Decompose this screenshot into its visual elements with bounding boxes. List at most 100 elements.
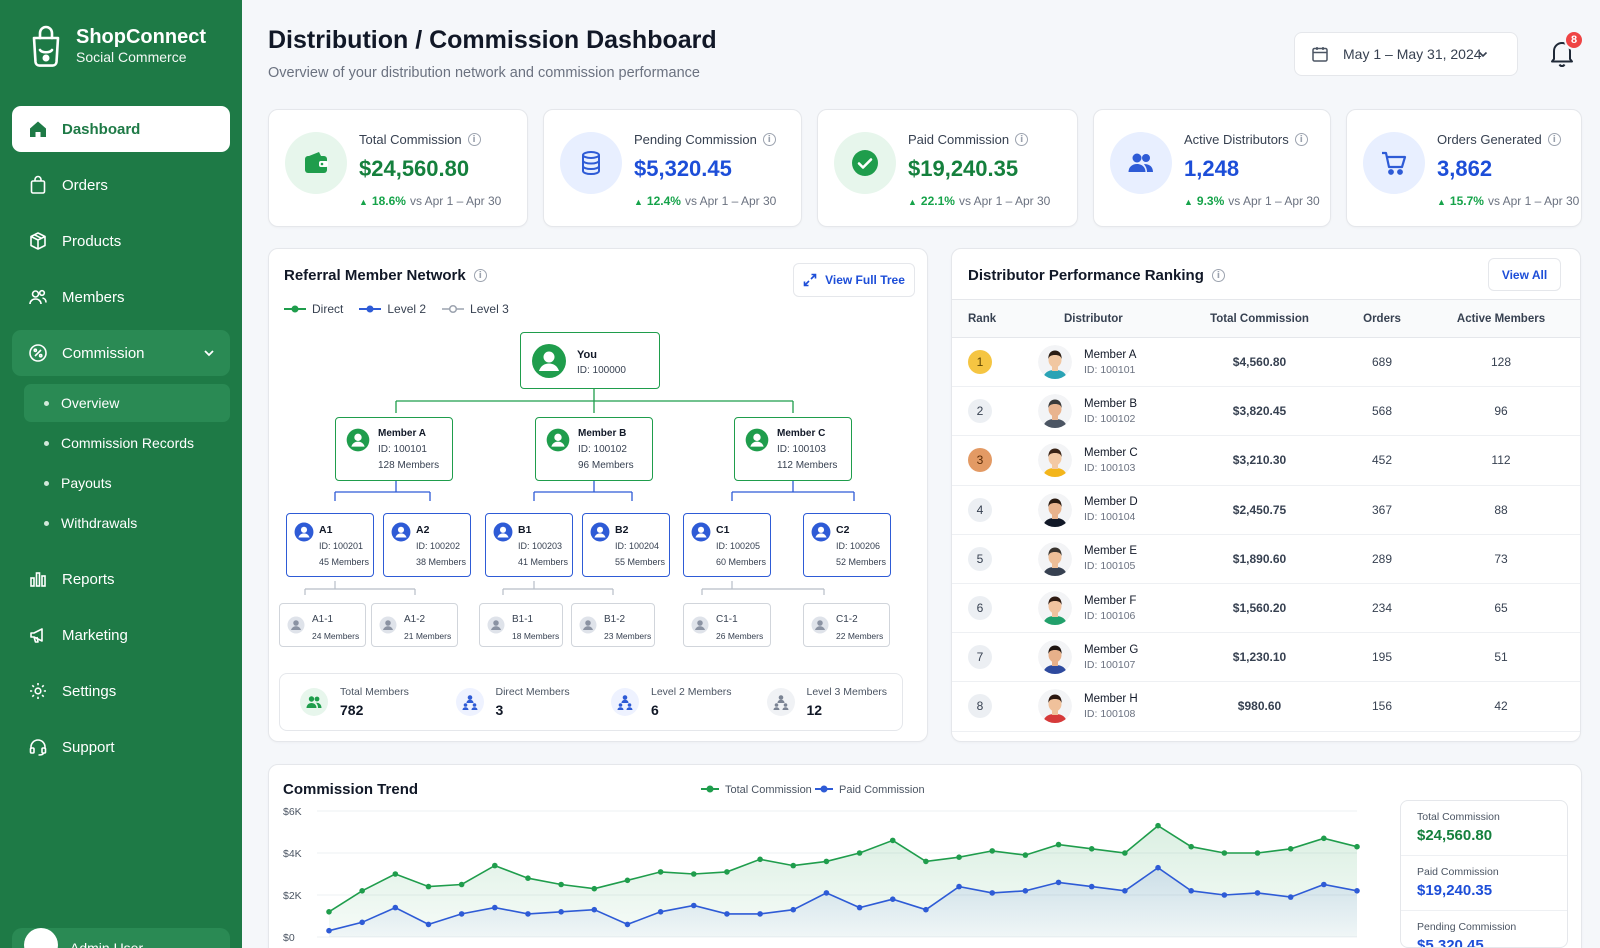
tree-node-c2[interactable]: C2 ID: 100206 52 Members <box>803 513 891 577</box>
bullet-icon <box>44 520 49 526</box>
data-point <box>492 862 498 869</box>
sidebar-item-dashboard[interactable]: Dashboard <box>12 106 230 152</box>
active-members-cell: 112 <box>1422 435 1580 486</box>
tree-node-member-a[interactable]: Member A ID: 100101 128 Members <box>335 417 453 481</box>
table-row[interactable]: 3 Member C ID: 100103 $3,210.30 452 112 <box>952 435 1580 486</box>
data-point <box>624 921 631 928</box>
summary-direct-members: Direct Members 3 <box>436 674 592 730</box>
active-members-cell: 42 <box>1422 681 1580 732</box>
table-row[interactable]: 4 Member D ID: 100104 $2,450.75 367 88 <box>952 485 1580 535</box>
info-icon[interactable]: i <box>762 133 776 146</box>
column-header[interactable]: Rank <box>952 299 1022 338</box>
ranking-table-body: 1 Member A ID: 100101 $4,560.80 689 128 2 Membe… <box>952 337 1580 732</box>
table-row[interactable]: 8 Member H ID: 100108 $980.60 156 42 <box>952 681 1580 732</box>
tree-node-b1-2[interactable]: B1-2 23 Members <box>571 603 655 647</box>
view-full-tree-button[interactable]: View Full Tree <box>793 263 915 297</box>
submenu-item-withdrawals[interactable]: Withdrawals <box>24 504 230 542</box>
sidebar-item-products[interactable]: Products <box>12 218 230 264</box>
info-icon[interactable]: i <box>1211 269 1225 282</box>
sidebar-item-marketing[interactable]: Marketing <box>12 612 230 658</box>
table-row[interactable]: 7 Member G ID: 100107 $1,230.10 195 51 <box>952 632 1580 683</box>
data-point <box>757 911 763 917</box>
table-row[interactable]: 6 Member F ID: 100106 $1,560.20 234 65 <box>952 583 1580 634</box>
data-point <box>359 888 365 894</box>
tree-node-a2[interactable]: A2 ID: 100202 38 Members <box>383 513 471 577</box>
rank-badge: 1 <box>968 350 992 375</box>
submenu-item-payouts[interactable]: Payouts <box>24 464 230 502</box>
distributor-name: Member F <box>1084 594 1137 607</box>
info-icon[interactable]: i <box>473 269 487 282</box>
data-point <box>724 911 730 917</box>
user-icon <box>691 522 711 542</box>
org-icon <box>611 688 639 716</box>
sidebar-item-support[interactable]: Support <box>12 724 230 770</box>
column-header[interactable]: Orders <box>1342 299 1422 338</box>
data-point <box>1254 890 1261 896</box>
tree-node-root[interactable]: You ID: 100000 <box>520 332 660 389</box>
data-point <box>923 906 929 913</box>
data-point <box>690 871 697 877</box>
rank-badge: 4 <box>968 497 992 522</box>
tree-node-c1-1[interactable]: C1-1 26 Members <box>683 603 771 647</box>
tree-node-a1-1[interactable]: A1-1 24 Members <box>279 603 366 647</box>
chevron-down-icon <box>1478 51 1488 58</box>
sidebar-item-label: Support <box>62 738 115 756</box>
data-point <box>1254 850 1261 856</box>
node-text: B1-1 18 Members <box>512 614 560 641</box>
tree-node-a1-2[interactable]: A1-2 21 Members <box>371 603 458 647</box>
commission-cell: $3,820.45 <box>1177 386 1342 437</box>
distributor-name: Member B <box>1084 397 1138 410</box>
tree-node-b1[interactable]: B1 ID: 100203 41 Members <box>485 513 573 577</box>
data-point <box>1221 892 1228 898</box>
data-point <box>956 854 962 860</box>
distributor-name: Member G <box>1084 643 1139 656</box>
tree-node-c1-2[interactable]: C1-2 22 Members <box>803 603 890 647</box>
info-icon[interactable]: i <box>467 133 481 146</box>
sidebar-item-members[interactable]: Members <box>12 274 230 320</box>
column-header[interactable]: Total Commission <box>1177 299 1342 338</box>
submenu-item-overview[interactable]: Overview <box>24 384 230 422</box>
user-icon <box>745 428 769 452</box>
legend-label: Total Commission <box>725 784 812 796</box>
tree-node-a1[interactable]: A1 ID: 100201 45 Members <box>286 513 374 577</box>
data-point <box>525 911 531 917</box>
column-header[interactable]: Active Members <box>1422 299 1580 338</box>
view-all-button[interactable]: View All <box>1488 258 1561 291</box>
tree-node-member-b[interactable]: Member B ID: 100102 96 Members <box>535 417 653 481</box>
info-icon[interactable]: i <box>1294 133 1308 146</box>
user-icon <box>346 428 370 452</box>
rank-cell: 1 <box>952 337 1022 388</box>
node-text: A1-1 24 Members <box>312 614 360 641</box>
avatar <box>1038 492 1072 527</box>
table-row[interactable]: 1 Member A ID: 100101 $4,560.80 689 128 <box>952 337 1580 388</box>
button-label: View Full Tree <box>825 273 905 287</box>
tree-node-b1-1[interactable]: B1-1 18 Members <box>479 603 563 647</box>
user-icon <box>294 522 314 542</box>
commission-cell: $4,560.80 <box>1177 337 1342 388</box>
distributor-cell: Member B ID: 100102 <box>1022 386 1177 437</box>
distributor-id: ID: 100107 <box>1084 658 1136 671</box>
admin-user-menu[interactable]: Admin User <box>12 928 230 948</box>
tree-node-b2[interactable]: B2 ID: 100204 55 Members <box>582 513 670 577</box>
tree-node-c1[interactable]: C1 ID: 100205 60 Members <box>683 513 771 577</box>
info-icon[interactable]: i <box>1015 133 1029 146</box>
sidebar-item-commission[interactable]: Commission <box>12 330 230 376</box>
date-range-picker[interactable]: May 1 – May 31, 2024 <box>1294 32 1518 76</box>
brand-logo[interactable]: ShopConnect Social Commerce <box>26 22 206 70</box>
tree-node-member-c[interactable]: Member C ID: 100103 112 Members <box>734 417 852 481</box>
sidebar-item-orders[interactable]: Orders <box>12 162 230 208</box>
sidebar-item-label: Settings <box>62 682 117 700</box>
table-row[interactable]: 5 Member E ID: 100105 $1,890.60 289 73 <box>952 534 1580 584</box>
table-row[interactable]: 2 Member B ID: 100102 $3,820.45 568 96 <box>952 386 1580 437</box>
page-title: Distribution / Commission Dashboard <box>268 26 717 54</box>
coins-stack-icon <box>560 132 622 194</box>
node-text: C2 ID: 100206 52 Members <box>836 524 887 567</box>
avatar <box>1038 443 1072 478</box>
data-point <box>359 919 365 926</box>
info-icon[interactable]: i <box>1547 133 1561 146</box>
column-header[interactable]: Distributor <box>1022 299 1177 338</box>
sidebar-item-reports[interactable]: Reports <box>12 556 230 602</box>
sidebar-item-settings[interactable]: Settings <box>12 668 230 714</box>
submenu-item-label: Commission Records <box>61 435 195 451</box>
submenu-item-commission-records[interactable]: Commission Records <box>24 424 230 462</box>
